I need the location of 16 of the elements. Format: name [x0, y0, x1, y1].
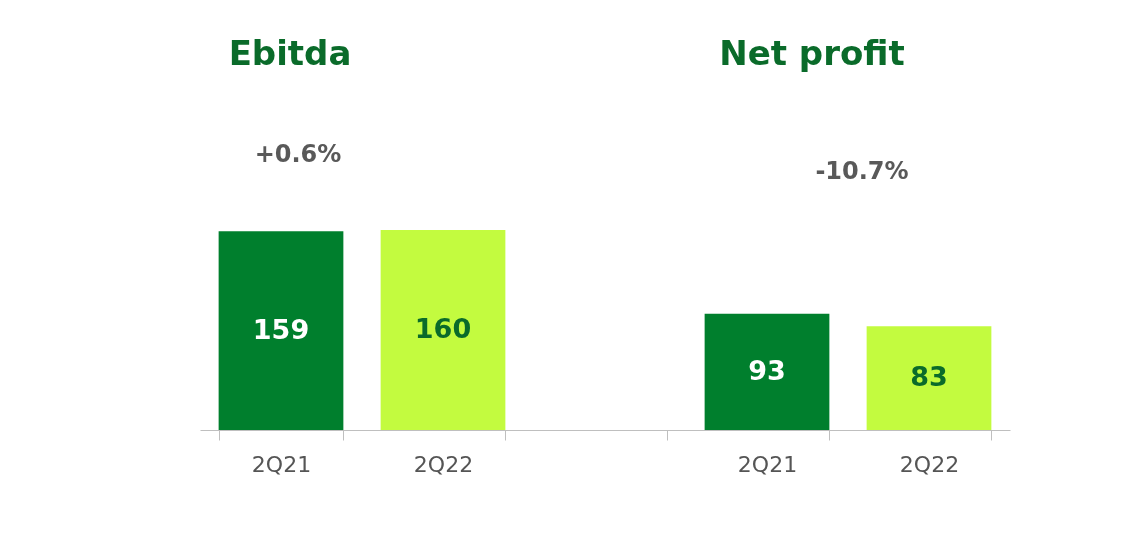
- bar: [380, 230, 506, 430]
- data-label: 93: [748, 354, 786, 386]
- text: -10.7%: [815, 157, 909, 185]
- x-tick-label: 2Q21: [251, 451, 312, 477]
- text: Net profit: [719, 33, 905, 73]
- x-tick-label: 2Q21: [737, 451, 798, 477]
- data-label: 83: [910, 361, 948, 393]
- data-label: 160: [414, 313, 472, 344]
- text: +0.6%: [254, 140, 342, 168]
- bar: [704, 313, 830, 430]
- data-label: 159: [252, 313, 310, 345]
- bar: [218, 231, 344, 430]
- text: Ebitda: [228, 33, 352, 73]
- bar: [866, 326, 992, 430]
- x-tick-label: 2Q22: [413, 451, 474, 477]
- x-tick-label: 2Q22: [899, 451, 960, 477]
